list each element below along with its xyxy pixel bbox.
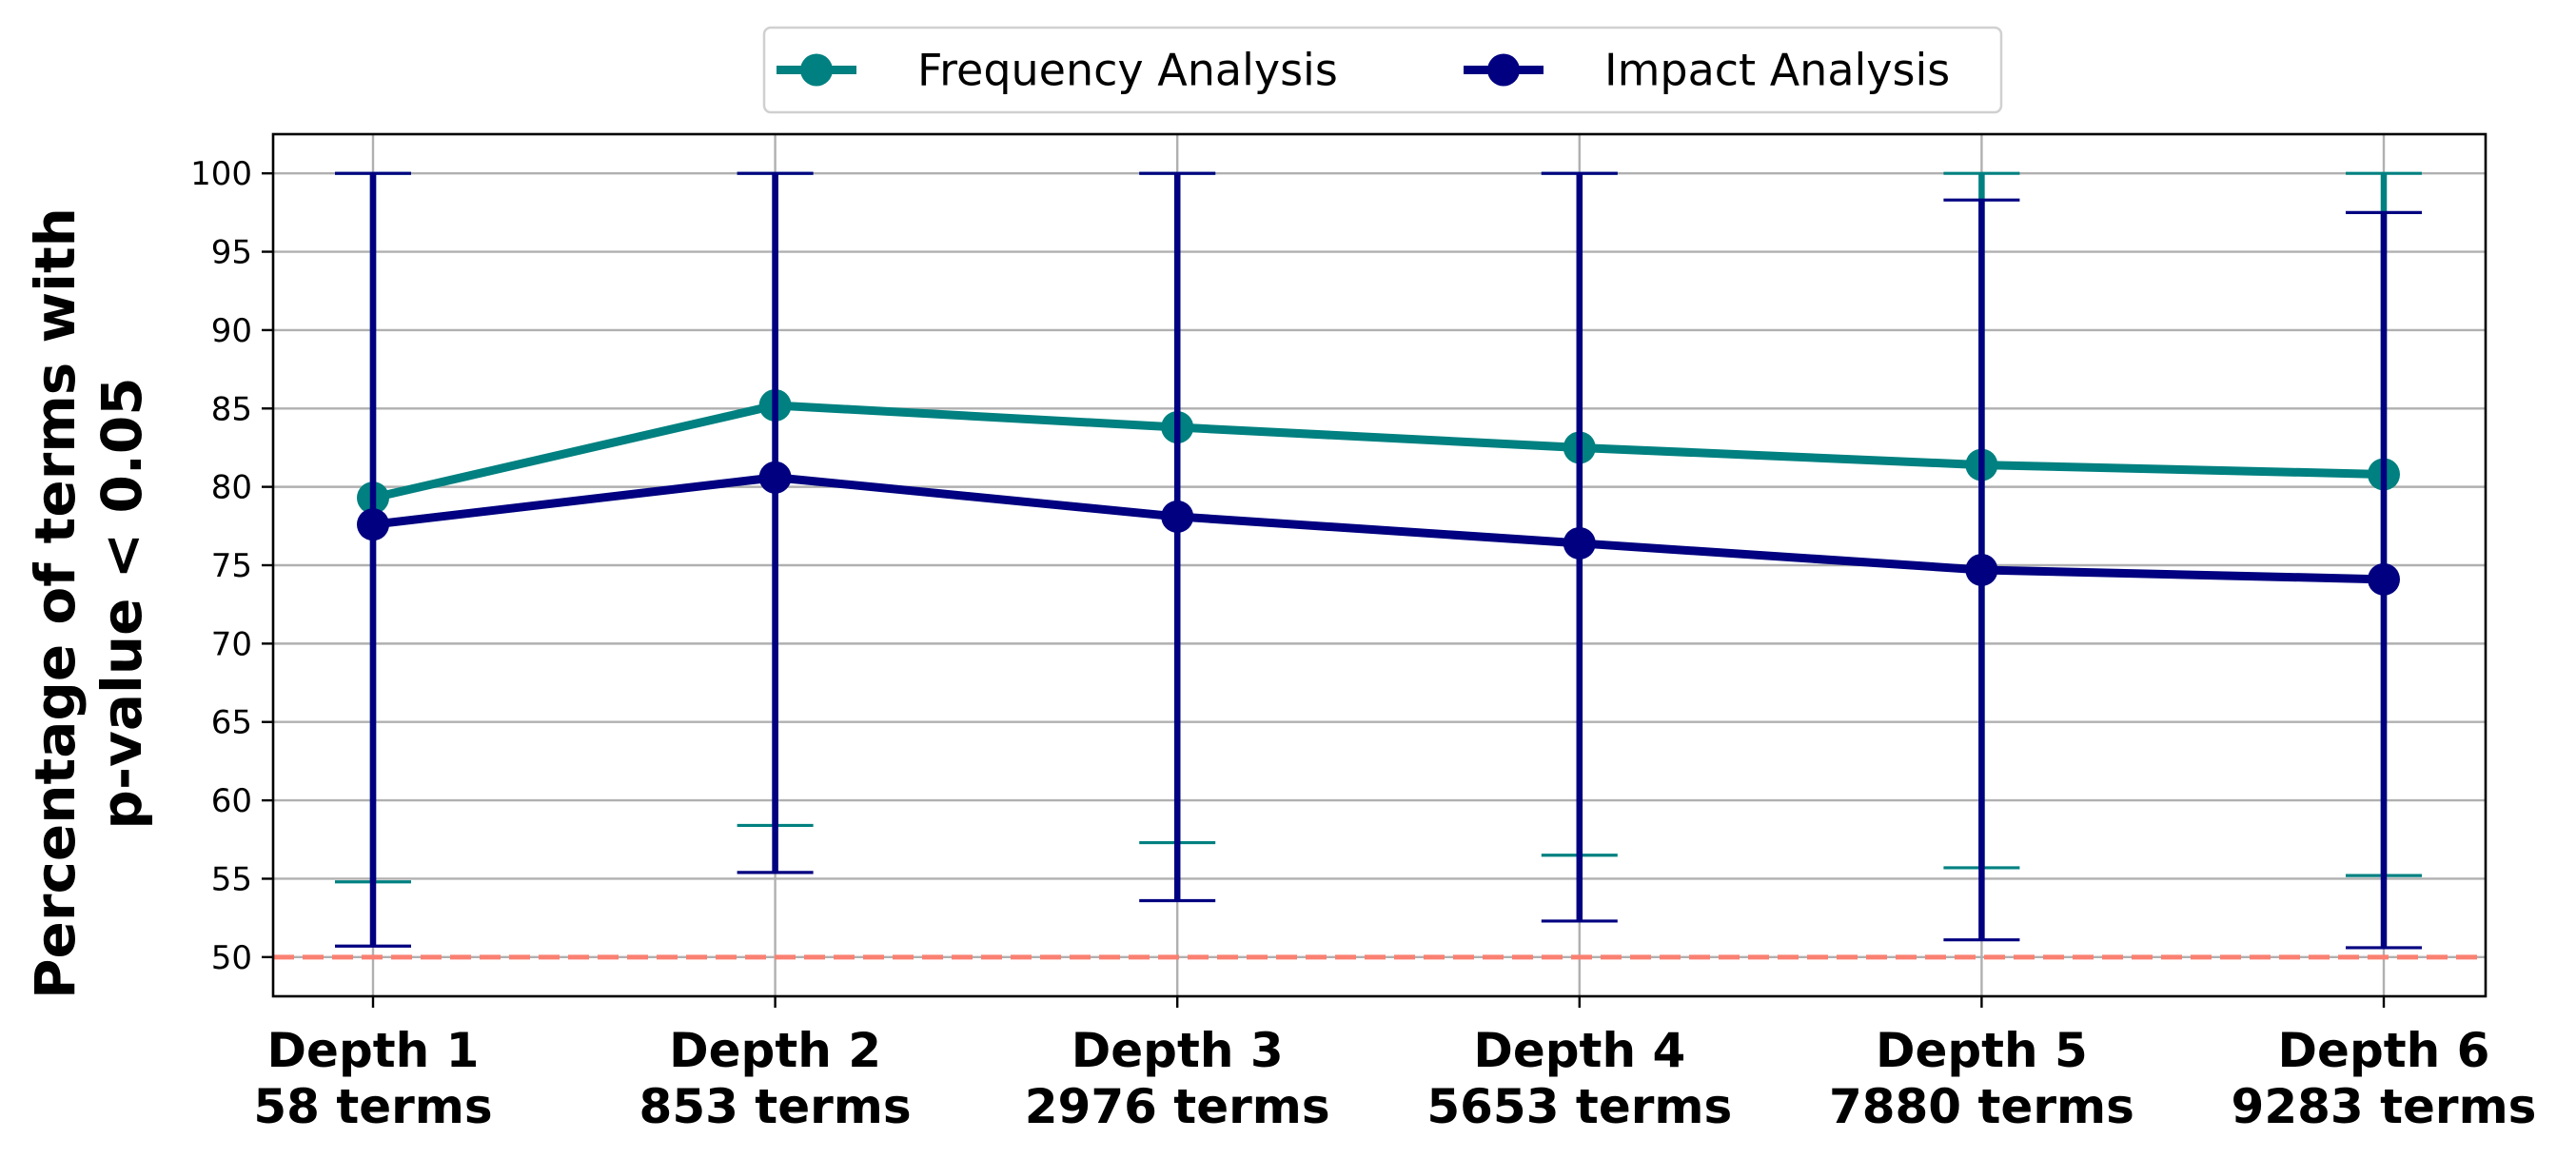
y-tick-label: 90 <box>211 312 252 350</box>
y-tick-label: 60 <box>211 782 252 820</box>
series-line <box>371 401 2385 502</box>
data-point <box>1563 526 1596 560</box>
x-tick-label: Depth 1 <box>267 1023 480 1078</box>
y-tick-label: 100 <box>190 155 252 193</box>
x-tick-label: Depth 5 <box>1876 1023 2088 1078</box>
legend-swatch-marker <box>1487 53 1520 87</box>
y-tick-label: 50 <box>211 939 252 977</box>
legend-box <box>762 26 2003 114</box>
y-axis-label-line2: p-value < 0.05 <box>89 377 154 829</box>
x-tick-sublabel: 853 terms <box>639 1079 912 1134</box>
grid-layer <box>273 134 2486 996</box>
series-1 <box>335 171 2422 950</box>
x-tick-sublabel: 58 terms <box>253 1079 492 1134</box>
data-point <box>357 508 389 541</box>
data-point <box>1161 500 1194 533</box>
x-tick-sublabel: 9283 terms <box>2232 1079 2537 1134</box>
x-tick-label: Depth 6 <box>2278 1023 2490 1078</box>
legend-label: Impact Analysis <box>1604 45 1950 96</box>
data-point <box>1965 553 1998 586</box>
y-tick-label: 75 <box>211 547 252 585</box>
y-tick-label: 80 <box>211 469 252 507</box>
legend-label: Frequency Analysis <box>917 45 1338 96</box>
legend-swatch-marker <box>800 53 833 87</box>
axes-layer: 50 55 60 65 70 75 80 85 90 95 100 Depth 158 terms De… <box>23 132 2537 1134</box>
x-tick-sublabel: 5653 terms <box>1426 1079 1732 1134</box>
y-tick-label: 85 <box>211 390 252 428</box>
y-tick-label: 95 <box>211 234 252 272</box>
x-tick-label: Depth 2 <box>669 1023 881 1078</box>
y-tick-label: 70 <box>211 625 252 663</box>
legend: Frequency Analysis Impact Analysis <box>762 26 2003 114</box>
series-layer <box>335 171 2422 950</box>
y-axis-label: Percentage of terms with <box>23 207 88 999</box>
y-tick-label: 55 <box>211 860 252 898</box>
data-point <box>758 461 792 494</box>
x-tick-label: Depth 3 <box>1072 1023 1284 1078</box>
x-tick-label: Depth 4 <box>1473 1023 1685 1078</box>
y-tick-label: 65 <box>211 704 252 742</box>
x-tick-sublabel: 7880 terms <box>1829 1079 2134 1134</box>
data-point <box>2368 562 2400 596</box>
series-line <box>372 473 2385 584</box>
x-tick-sublabel: 2976 terms <box>1025 1079 1330 1134</box>
